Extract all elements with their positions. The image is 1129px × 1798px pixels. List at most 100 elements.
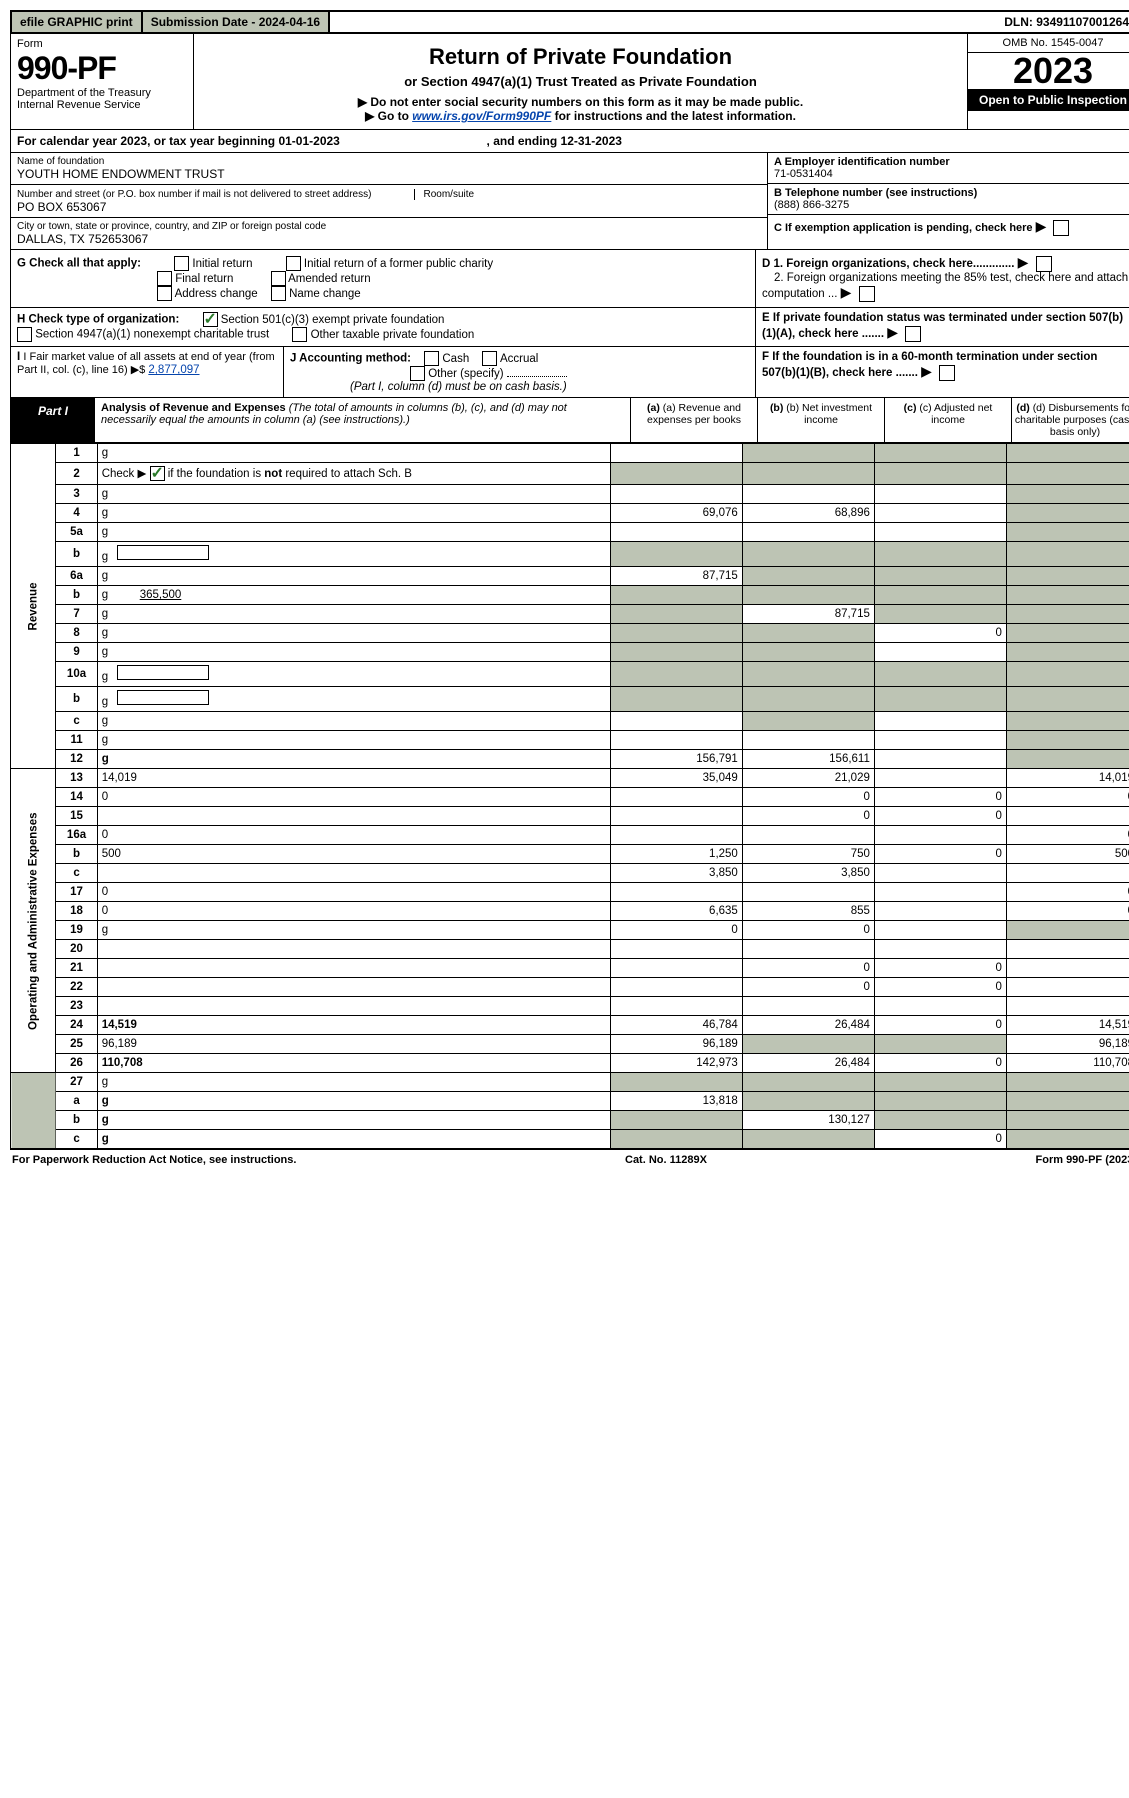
table-row: 27g <box>11 1073 1129 1092</box>
dln-number: DLN: 93491107001264 <box>996 12 1129 32</box>
d2-label: 2. Foreign organizations meeting the 85%… <box>762 272 1128 300</box>
d1-checkbox[interactable] <box>1036 256 1052 272</box>
table-row: 20 <box>11 940 1129 959</box>
table-row: 7g87,715 <box>11 605 1129 624</box>
table-row: 1700 <box>11 883 1129 902</box>
final-return-checkbox[interactable] <box>157 271 172 286</box>
table-row: 11g <box>11 731 1129 750</box>
calendar-year-row: For calendar year 2023, or tax year begi… <box>10 130 1129 153</box>
d1-label: D 1. Foreign organizations, check here..… <box>762 258 1014 270</box>
table-row: Operating and Administrative Expenses131… <box>11 769 1129 788</box>
table-row: 1500 <box>11 807 1129 826</box>
table-row: 16a00 <box>11 826 1129 845</box>
fmv-link[interactable]: 2,877,097 <box>148 364 199 376</box>
ein-label: A Employer identification number <box>774 156 950 168</box>
initial-return-checkbox[interactable] <box>174 256 189 271</box>
form-ref: Form 990-PF (2023) <box>1036 1154 1129 1166</box>
j-label: J Accounting method: <box>290 353 411 365</box>
e-label: E If private foundation status was termi… <box>762 312 1123 340</box>
other-taxable-checkbox[interactable] <box>292 327 307 342</box>
table-row: bg 365,500 <box>11 586 1129 605</box>
d2-checkbox[interactable] <box>859 286 875 302</box>
4947-checkbox[interactable] <box>17 327 32 342</box>
part1-title: Analysis of Revenue and Expenses <box>101 402 286 414</box>
part1-label: Part I <box>11 398 95 442</box>
city-label: City or town, state or province, country… <box>17 221 761 232</box>
revenue-expense-table: Revenue1g2Check ▶ if the foundation is n… <box>10 443 1129 1149</box>
part1-header: Part I Analysis of Revenue and Expenses … <box>10 398 1129 443</box>
form-title: Return of Private Foundation <box>200 44 961 70</box>
table-row: 5ag <box>11 523 1129 542</box>
address-change-checkbox[interactable] <box>157 286 172 301</box>
goto-post: for instructions and the latest informat… <box>551 109 796 123</box>
table-row: ag13,818 <box>11 1092 1129 1111</box>
col-a-header: (a) (a) Revenue and expenses per books <box>630 398 757 442</box>
table-row: 6ag87,715 <box>11 567 1129 586</box>
other-method-checkbox[interactable] <box>410 366 425 381</box>
page-footer: For Paperwork Reduction Act Notice, see … <box>10 1149 1129 1170</box>
e-checkbox[interactable] <box>905 326 921 342</box>
table-row: 2Check ▶ if the foundation is not requir… <box>11 463 1129 485</box>
form-label: Form <box>17 38 43 50</box>
f-checkbox[interactable] <box>939 365 955 381</box>
ein-value: 71-0531404 <box>774 168 833 180</box>
table-row: 12g156,791156,611 <box>11 750 1129 769</box>
addr-label: Number and street (or P.O. box number if… <box>17 189 371 200</box>
table-row: b5001,2507500500 <box>11 845 1129 864</box>
open-public-badge: Open to Public Inspection <box>968 89 1129 111</box>
top-bar: efile GRAPHIC print Submission Date - 20… <box>10 10 1129 34</box>
cash-checkbox[interactable] <box>424 351 439 366</box>
table-row: cg0 <box>11 1130 1129 1149</box>
irs-link[interactable]: www.irs.gov/Form990PF <box>412 109 551 123</box>
table-row: 1806,6358550 <box>11 902 1129 921</box>
table-row: 23 <box>11 997 1129 1016</box>
goto-pre: ▶ Go to <box>365 109 412 123</box>
initial-former-checkbox[interactable] <box>286 256 301 271</box>
irs-label: Internal Revenue Service <box>17 99 141 111</box>
table-row: c3,8503,850 <box>11 864 1129 883</box>
h-label: H Check type of organization: <box>17 314 179 326</box>
table-row: 9g <box>11 643 1129 662</box>
accrual-checkbox[interactable] <box>482 351 497 366</box>
form-subtitle: or Section 4947(a)(1) Trust Treated as P… <box>200 74 961 89</box>
efile-print-button[interactable]: efile GRAPHIC print <box>12 12 143 32</box>
table-row: 8g0 <box>11 624 1129 643</box>
room-label: Room/suite <box>414 189 474 200</box>
table-row: bg <box>11 542 1129 567</box>
foundation-name: YOUTH HOME ENDOWMENT TRUST <box>17 167 761 181</box>
phone-label: B Telephone number (see instructions) <box>774 187 977 199</box>
col-b-header: (b) (b) Net investment income <box>757 398 884 442</box>
amended-checkbox[interactable] <box>271 271 286 286</box>
form-header: Form 990-PF Department of the Treasury I… <box>10 34 1129 130</box>
tax-year: 2023 <box>968 53 1129 89</box>
paperwork-notice: For Paperwork Reduction Act Notice, see … <box>12 1154 296 1166</box>
city-state-zip: DALLAS, TX 752653067 <box>17 232 761 246</box>
table-row: 2100 <box>11 959 1129 978</box>
name-change-checkbox[interactable] <box>271 286 286 301</box>
exemption-pending: C If exemption application is pending, c… <box>774 222 1033 234</box>
table-row: 3g <box>11 485 1129 504</box>
dept-treasury: Department of the Treasury <box>17 87 151 99</box>
i-label: I <box>17 351 20 363</box>
table-row: 140000 <box>11 788 1129 807</box>
501c3-checkbox[interactable] <box>203 312 218 327</box>
g-label: G Check all that apply: <box>17 258 141 270</box>
table-row: bg130,127 <box>11 1111 1129 1130</box>
cat-number: Cat. No. 11289X <box>625 1154 707 1166</box>
col-c-header: (c) (c) Adjusted net income <box>884 398 1011 442</box>
table-row: 10ag <box>11 662 1129 687</box>
table-row: cg <box>11 712 1129 731</box>
submission-date: Submission Date - 2024-04-16 <box>143 12 330 32</box>
j-note: (Part I, column (d) must be on cash basi… <box>350 381 567 393</box>
table-row: 2596,18996,18996,189 <box>11 1035 1129 1054</box>
table-row: bg <box>11 687 1129 712</box>
c-checkbox[interactable] <box>1053 220 1069 236</box>
entity-info: Name of foundation YOUTH HOME ENDOWMENT … <box>10 153 1129 250</box>
table-row: 26110,708142,97326,4840110,708 <box>11 1054 1129 1073</box>
name-label: Name of foundation <box>17 156 761 167</box>
table-row: 19g00 <box>11 921 1129 940</box>
col-d-header: (d) (d) Disbursements for charitable pur… <box>1011 398 1129 442</box>
phone-value: (888) 866-3275 <box>774 199 849 211</box>
table-row: Revenue1g <box>11 444 1129 463</box>
ssn-warning: ▶ Do not enter social security numbers o… <box>358 95 803 109</box>
